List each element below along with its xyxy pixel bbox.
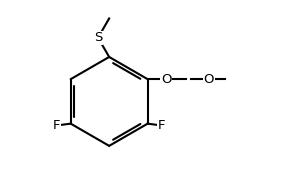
- Text: S: S: [94, 31, 102, 44]
- Text: O: O: [203, 73, 214, 86]
- Text: F: F: [158, 119, 165, 132]
- Text: F: F: [53, 119, 60, 132]
- Text: O: O: [161, 73, 172, 86]
